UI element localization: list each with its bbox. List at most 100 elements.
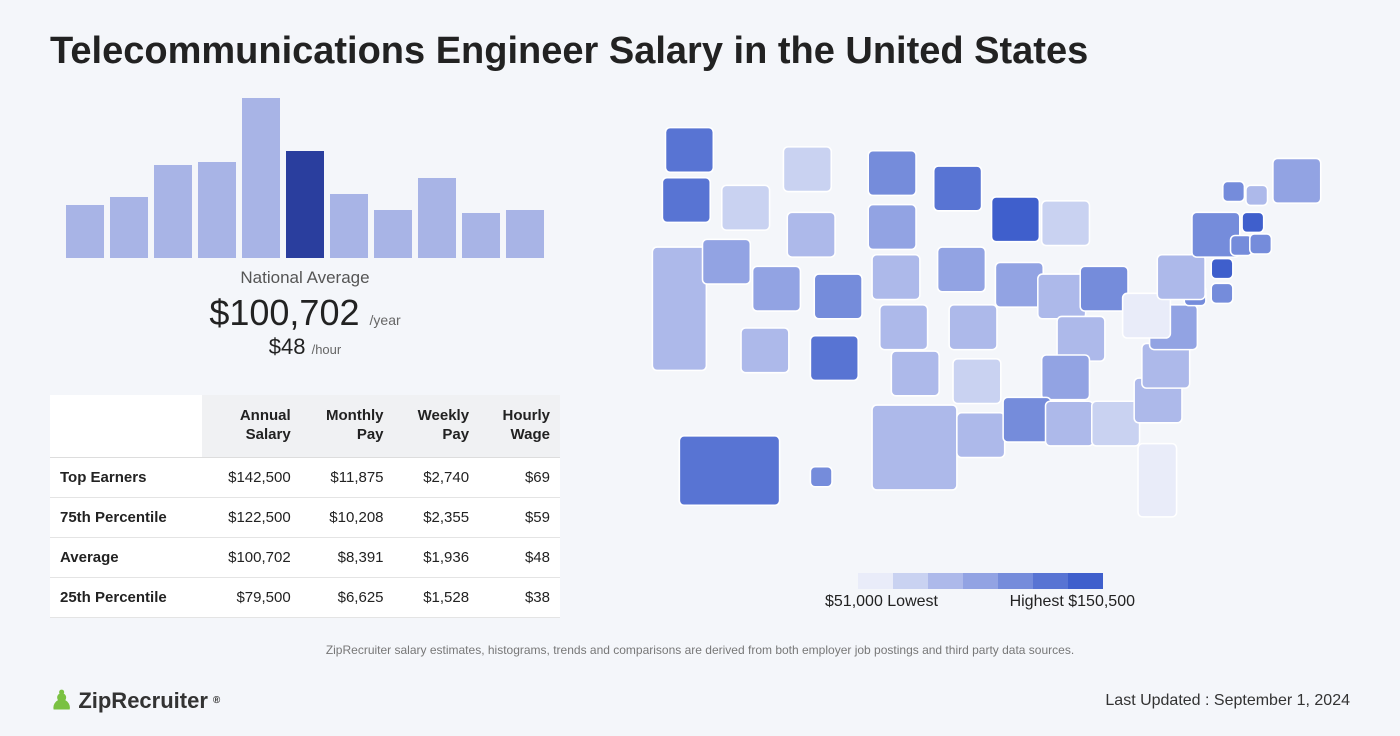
state-NJ	[1211, 259, 1233, 279]
table-cell: Average	[50, 537, 202, 577]
table-row: Top Earners$142,500$11,875$2,740$69	[50, 457, 560, 497]
state-AK	[679, 436, 779, 505]
national-average-label: National Average	[50, 268, 560, 288]
state-VT	[1223, 182, 1245, 202]
histogram-bar	[198, 162, 236, 258]
state-IL	[995, 262, 1043, 307]
legend-high-label: Highest $150,500	[1010, 593, 1135, 611]
table-row: Average$100,702$8,391$1,936$48	[50, 537, 560, 577]
state-GA	[1092, 401, 1140, 446]
table-cell: $38	[479, 577, 560, 617]
state-TN	[1042, 355, 1090, 400]
table-cell: $10,208	[301, 497, 394, 537]
logo-text: ZipRecruiter	[78, 688, 208, 714]
last-updated: Last Updated : September 1, 2024	[1105, 692, 1350, 710]
state-OR	[662, 178, 710, 223]
state-WA	[666, 128, 714, 173]
state-PA	[1157, 255, 1205, 300]
table-header-cell: AnnualSalary	[202, 395, 301, 457]
table-header-cell	[50, 395, 202, 457]
state-MS	[1003, 397, 1051, 442]
state-CA	[652, 247, 706, 370]
table-header-cell: WeeklyPay	[394, 395, 480, 457]
table-cell: 25th Percentile	[50, 577, 202, 617]
avg-year-unit: /year	[370, 312, 401, 328]
state-ID	[722, 185, 770, 230]
state-AL	[1046, 401, 1094, 446]
legend-low-label: $51,000 Lowest	[825, 593, 938, 611]
state-ND	[868, 151, 916, 196]
table-header-row: AnnualSalaryMonthlyPayWeeklyPayHourlyWag…	[50, 395, 560, 457]
histogram-bar	[462, 213, 500, 258]
table-cell: $1,528	[394, 577, 480, 617]
table-cell: $8,391	[301, 537, 394, 577]
histogram-bar	[506, 210, 544, 258]
state-SD	[868, 205, 916, 250]
state-LA	[957, 413, 1005, 458]
table-row: 75th Percentile$122,500$10,208$2,355$59	[50, 497, 560, 537]
histogram-bar	[66, 205, 104, 258]
table-cell: Top Earners	[50, 457, 202, 497]
table-cell: $11,875	[301, 457, 394, 497]
state-CT	[1231, 236, 1253, 256]
state-AZ	[741, 328, 789, 373]
state-WY	[787, 212, 835, 257]
salary-table: AnnualSalaryMonthlyPayWeeklyPayHourlyWag…	[50, 395, 560, 618]
state-MO	[949, 305, 997, 350]
table-cell: $1,936	[394, 537, 480, 577]
state-OH	[1080, 266, 1128, 311]
histogram-bar	[286, 151, 324, 258]
state-NV	[703, 239, 751, 284]
legend-swatch	[998, 573, 1033, 589]
chair-icon: ♟	[50, 685, 73, 716]
histogram-bar	[242, 98, 280, 258]
histogram-bar	[418, 178, 456, 258]
state-RI	[1250, 234, 1272, 254]
table-cell: $122,500	[202, 497, 301, 537]
state-FL	[1138, 444, 1177, 517]
table-cell: $142,500	[202, 457, 301, 497]
table-cell: 75th Percentile	[50, 497, 202, 537]
legend-swatch	[1068, 573, 1103, 589]
average-annual: $100,702 /year	[50, 292, 560, 334]
ziprecruiter-logo: ♟ ZipRecruiter®	[50, 685, 220, 716]
disclaimer-text: ZipRecruiter salary estimates, histogram…	[50, 643, 1350, 657]
table-cell: $2,355	[394, 497, 480, 537]
avg-hour-value: $48	[269, 334, 306, 359]
state-MT	[783, 147, 831, 192]
us-choropleth-map	[610, 98, 1350, 563]
state-MN	[934, 166, 982, 211]
legend-swatch	[858, 573, 893, 589]
page-title: Telecommunications Engineer Salary in th…	[50, 30, 1350, 73]
table-cell: $2,740	[394, 457, 480, 497]
state-IN	[1038, 274, 1086, 319]
state-UT	[753, 266, 801, 311]
state-AR	[953, 359, 1001, 404]
legend-swatch	[1033, 573, 1068, 589]
state-KS	[880, 305, 928, 350]
legend-swatch	[928, 573, 963, 589]
table-cell: $6,625	[301, 577, 394, 617]
table-cell: $48	[479, 537, 560, 577]
map-legend: $51,000 Lowest Highest $150,500	[610, 573, 1350, 611]
state-HI	[810, 467, 832, 487]
avg-hour-unit: /hour	[312, 342, 342, 357]
state-MA	[1242, 212, 1264, 232]
state-DE	[1211, 283, 1233, 303]
legend-swatches	[858, 573, 1103, 589]
legend-swatch	[893, 573, 928, 589]
state-OK	[891, 351, 939, 396]
table-cell: $100,702	[202, 537, 301, 577]
state-NE	[872, 255, 920, 300]
state-TX	[872, 405, 957, 490]
table-cell: $69	[479, 457, 560, 497]
histogram-bar	[154, 165, 192, 258]
state-NH	[1246, 185, 1268, 205]
table-cell: $79,500	[202, 577, 301, 617]
state-ME	[1273, 158, 1321, 203]
state-WI	[992, 197, 1040, 242]
avg-year-value: $100,702	[209, 292, 359, 333]
state-IA	[938, 247, 986, 292]
state-CO	[814, 274, 862, 319]
state-MI	[1042, 201, 1090, 246]
